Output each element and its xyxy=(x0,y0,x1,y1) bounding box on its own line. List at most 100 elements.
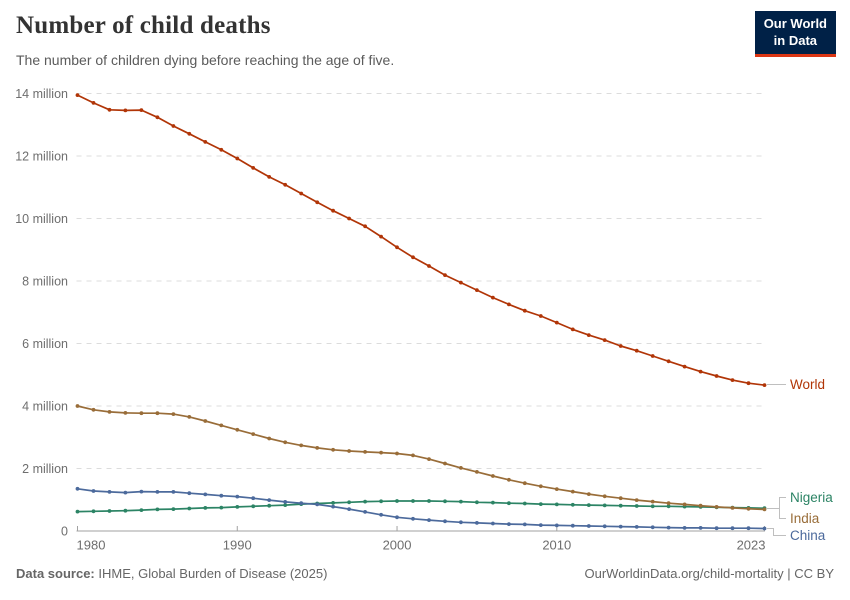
data-point-china-2005 xyxy=(475,521,479,525)
x-axis-label-2010: 2010 xyxy=(542,538,571,553)
data-point-world-2004 xyxy=(459,280,463,285)
data-point-india-2011 xyxy=(570,489,575,494)
data-point-world-2010 xyxy=(554,320,559,325)
data-point-india-2021 xyxy=(730,506,735,510)
data-point-india-1984 xyxy=(139,411,144,416)
series-line-world[interactable] xyxy=(76,94,766,386)
series-china xyxy=(75,486,767,531)
series-nigeria xyxy=(75,499,767,514)
data-point-world-1989 xyxy=(219,147,224,152)
data-point-world-1997 xyxy=(347,216,351,221)
data-point-world-2003 xyxy=(443,273,447,277)
data-point-china-1984 xyxy=(139,489,144,494)
data-point-nigeria-1996 xyxy=(331,501,335,505)
data-point-china-1988 xyxy=(203,492,208,497)
data-point-world-2016 xyxy=(650,354,655,358)
data-point-nigeria-2009 xyxy=(538,502,543,506)
data-point-china-1992 xyxy=(267,498,272,502)
data-point-india-2003 xyxy=(443,461,447,466)
y-axis-label-2-million: 2 million xyxy=(22,462,68,476)
data-point-nigeria-1982 xyxy=(107,509,112,513)
entity-label-world[interactable]: World xyxy=(790,377,825,392)
data-point-china-2018 xyxy=(682,526,687,530)
data-point-india-1989 xyxy=(219,423,224,428)
data-point-china-1999 xyxy=(379,512,383,517)
data-point-china-2004 xyxy=(459,520,463,525)
data-point-nigeria-2007 xyxy=(507,501,511,506)
x-axis-label-1980: 1980 xyxy=(77,538,106,553)
data-point-world-1981 xyxy=(91,101,96,105)
data-point-world-2005 xyxy=(475,288,479,292)
data-point-china-1989 xyxy=(219,493,224,498)
data-point-world-1982 xyxy=(107,107,112,112)
data-point-world-2007 xyxy=(507,302,511,307)
data-point-china-2010 xyxy=(554,523,559,528)
data-point-china-2000 xyxy=(395,515,399,520)
owid-logo[interactable]: Our World in Data xyxy=(754,11,836,57)
data-point-world-2020 xyxy=(714,374,719,378)
data-point-world-2012 xyxy=(586,333,591,337)
data-point-china-1997 xyxy=(347,507,351,511)
data-point-world-1996 xyxy=(331,208,335,213)
data-point-china-2013 xyxy=(602,524,607,529)
data-point-india-1999 xyxy=(379,450,383,455)
data-point-india-2005 xyxy=(475,470,479,474)
data-point-nigeria-1989 xyxy=(219,505,224,510)
data-point-nigeria-1980 xyxy=(75,509,80,514)
data-point-china-2020 xyxy=(714,526,719,531)
data-point-nigeria-1984 xyxy=(139,508,144,512)
series-line-nigeria[interactable] xyxy=(76,500,766,513)
data-point-nigeria-1987 xyxy=(187,506,192,511)
owid-logo-line2: in Data xyxy=(773,32,818,48)
page-title: Number of child deaths xyxy=(16,12,271,39)
data-point-china-1981 xyxy=(91,489,96,493)
series-line-india[interactable] xyxy=(76,405,766,511)
data-point-world-2021 xyxy=(730,378,735,382)
data-point-india-2014 xyxy=(618,496,623,501)
data-point-china-2008 xyxy=(522,522,527,527)
data-point-india-2023 xyxy=(762,507,767,512)
data-point-china-1998 xyxy=(363,510,367,514)
data-point-china-1983 xyxy=(123,490,128,495)
data-point-nigeria-1998 xyxy=(363,499,367,504)
y-axis-label-6-million: 6 million xyxy=(22,337,68,351)
series-line-china[interactable] xyxy=(76,487,766,530)
data-point-china-1996 xyxy=(331,504,335,509)
data-point-world-2011 xyxy=(570,327,575,332)
data-point-world-1984 xyxy=(139,108,144,112)
data-point-nigeria-1992 xyxy=(267,503,272,508)
data-point-nigeria-1991 xyxy=(251,504,256,509)
data-point-nigeria-2010 xyxy=(554,502,559,507)
y-axis-label-8-million: 8 million xyxy=(22,275,68,289)
data-point-world-2022 xyxy=(746,381,751,386)
data-point-india-2013 xyxy=(602,494,607,499)
x-axis-label-1990: 1990 xyxy=(223,538,252,553)
data-point-china-2019 xyxy=(698,526,703,530)
data-point-world-1995 xyxy=(315,200,320,205)
entity-label-india[interactable]: India xyxy=(790,511,820,526)
data-point-india-2007 xyxy=(507,477,511,482)
data-point-world-1983 xyxy=(123,108,128,113)
entity-label-nigeria[interactable]: Nigeria xyxy=(790,490,833,505)
data-point-india-1998 xyxy=(363,450,367,454)
data-point-nigeria-1983 xyxy=(123,508,128,513)
data-point-world-1990 xyxy=(235,156,240,161)
data-point-nigeria-2000 xyxy=(395,499,399,503)
data-point-china-1986 xyxy=(171,490,176,494)
data-point-world-1999 xyxy=(379,234,383,239)
data-point-nigeria-2001 xyxy=(411,499,415,503)
data-point-india-2022 xyxy=(746,506,751,511)
entity-label-china[interactable]: China xyxy=(790,528,826,543)
data-point-world-1994 xyxy=(299,191,304,196)
data-point-india-2002 xyxy=(427,457,431,461)
data-source-label: Data source: xyxy=(16,566,95,581)
data-point-nigeria-2015 xyxy=(634,504,639,508)
label-connector-china xyxy=(767,528,786,536)
data-point-world-1987 xyxy=(187,131,192,136)
data-point-china-2016 xyxy=(650,525,655,530)
data-point-world-2000 xyxy=(395,245,399,250)
y-axis-label-12-million: 12 million xyxy=(15,150,68,164)
owid-url-link[interactable]: OurWorldinData.org/child-mortality | CC … xyxy=(584,566,835,581)
data-point-china-2001 xyxy=(411,516,415,521)
data-point-china-1991 xyxy=(251,496,256,501)
